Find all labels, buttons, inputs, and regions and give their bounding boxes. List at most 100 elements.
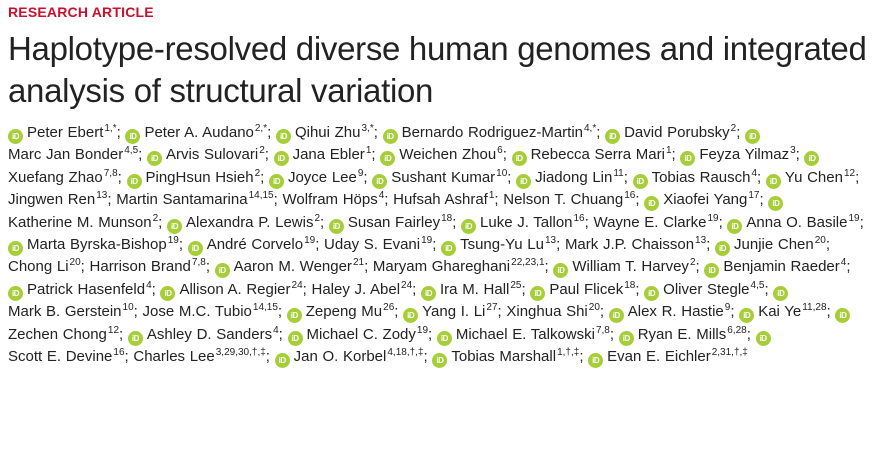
orcid-icon[interactable]: iD bbox=[126, 173, 142, 189]
orcid-icon[interactable]: iD bbox=[127, 330, 143, 346]
author-name[interactable]: Sushant Kumar bbox=[391, 168, 496, 186]
author-name[interactable]: Peter Ebert bbox=[27, 124, 104, 141]
author-name[interactable]: Harrison Brand bbox=[89, 258, 191, 276]
orcid-icon[interactable]: iD bbox=[403, 308, 419, 324]
author-name[interactable]: Jose M.C. Tubio bbox=[142, 303, 252, 321]
orcid-icon[interactable]: iD bbox=[644, 285, 660, 301]
orcid-icon[interactable]: iD bbox=[530, 285, 546, 301]
author-name[interactable]: Bernardo Rodriguez-Martin bbox=[401, 124, 583, 141]
orcid-icon[interactable]: iD bbox=[516, 173, 532, 189]
orcid-icon[interactable]: iD bbox=[274, 353, 290, 369]
orcid-icon[interactable]: iD bbox=[8, 129, 23, 144]
author-name[interactable]: Benjamin Raeder bbox=[723, 258, 840, 276]
author-name[interactable]: Oliver Stegle bbox=[663, 280, 750, 298]
author-name[interactable]: Joyce Lee bbox=[287, 168, 357, 186]
orcid-icon[interactable]: iD bbox=[727, 218, 743, 234]
author-name[interactable]: Jiadong Lin bbox=[535, 168, 613, 186]
orcid-icon[interactable]: iD bbox=[214, 263, 230, 279]
orcid-icon[interactable]: iD bbox=[553, 263, 569, 279]
author-name[interactable]: Yu Chen bbox=[784, 168, 843, 186]
author-name[interactable]: Chong Li bbox=[8, 258, 69, 276]
author-name[interactable]: Junjie Chen bbox=[734, 236, 814, 254]
orcid-icon[interactable]: iD bbox=[421, 285, 437, 301]
author-name[interactable]: Michael E. Talkowski bbox=[455, 325, 595, 343]
orcid-icon[interactable]: iD bbox=[632, 173, 648, 189]
author-name[interactable]: Peter A. Audano bbox=[144, 124, 254, 141]
orcid-icon[interactable]: iD bbox=[441, 241, 457, 257]
orcid-icon[interactable]: iD bbox=[187, 241, 203, 257]
orcid-icon[interactable]: iD bbox=[715, 241, 731, 257]
author-name[interactable]: Martin Santamarina bbox=[116, 191, 248, 209]
author-name[interactable]: Xinghua Shi bbox=[506, 303, 588, 321]
author-name[interactable]: David Porubsky bbox=[624, 124, 730, 141]
author-name[interactable]: Luke J. Tallon bbox=[480, 213, 573, 231]
orcid-icon[interactable]: iD bbox=[704, 263, 720, 279]
orcid-icon[interactable]: iD bbox=[739, 308, 755, 324]
author-name[interactable]: Arvis Sulovari bbox=[165, 146, 259, 164]
author-name[interactable]: Qihui Zhu bbox=[294, 124, 361, 141]
orcid-icon[interactable]: iD bbox=[461, 218, 477, 234]
orcid-icon[interactable]: iD bbox=[755, 330, 771, 346]
author-name[interactable]: Nelson T. Chuang bbox=[503, 191, 624, 209]
orcid-icon[interactable]: iD bbox=[372, 173, 388, 189]
orcid-icon[interactable]: iD bbox=[511, 151, 527, 167]
author-name[interactable]: Yang I. Li bbox=[422, 303, 486, 321]
orcid-icon[interactable]: iD bbox=[804, 151, 820, 167]
orcid-icon[interactable]: iD bbox=[765, 173, 781, 189]
author-name[interactable]: Xuefang Zhao bbox=[8, 168, 103, 186]
orcid-icon[interactable]: iD bbox=[268, 173, 284, 189]
author-name[interactable]: Charles Lee bbox=[133, 348, 215, 366]
author-name[interactable]: Ashley D. Sanders bbox=[146, 325, 273, 343]
orcid-icon[interactable]: iD bbox=[273, 151, 289, 167]
author-name[interactable]: Zechen Chong bbox=[8, 325, 107, 343]
author-name[interactable]: Tsung-Yu Lu bbox=[460, 236, 544, 254]
author-name[interactable]: Haley J. Abel bbox=[311, 280, 401, 298]
orcid-icon[interactable]: iD bbox=[8, 241, 23, 257]
orcid-icon[interactable]: iD bbox=[768, 196, 784, 212]
author-name[interactable]: Mark B. Gerstein bbox=[8, 303, 122, 321]
orcid-icon[interactable]: iD bbox=[382, 129, 398, 144]
author-name[interactable]: Susan Fairley bbox=[347, 213, 441, 231]
author-name[interactable]: Kai Ye bbox=[758, 303, 802, 321]
author-name[interactable]: Katherine M. Munson bbox=[8, 213, 152, 231]
author-name[interactable]: Alexandra P. Lewis bbox=[185, 213, 314, 231]
orcid-icon[interactable]: iD bbox=[605, 129, 621, 144]
author-name[interactable]: Evan E. Eichler bbox=[607, 348, 711, 366]
author-name[interactable]: Scott E. Devine bbox=[8, 348, 113, 366]
orcid-icon[interactable]: iD bbox=[432, 353, 448, 369]
author-name[interactable]: Jingwen Ren bbox=[8, 191, 96, 209]
orcid-icon[interactable]: iD bbox=[160, 285, 176, 301]
author-name[interactable]: Michael C. Zody bbox=[306, 325, 416, 343]
author-name[interactable]: Aaron M. Wenger bbox=[233, 258, 352, 276]
author-name[interactable]: Tobias Rausch bbox=[651, 168, 751, 186]
orcid-icon[interactable]: iD bbox=[287, 330, 303, 346]
author-name[interactable]: Wolfram Höps bbox=[282, 191, 378, 209]
author-name[interactable]: Allison A. Regier bbox=[179, 280, 291, 298]
author-name[interactable]: Hufsah Ashraf bbox=[393, 191, 488, 209]
author-name[interactable]: André Corvelo bbox=[206, 236, 304, 254]
orcid-icon[interactable]: iD bbox=[618, 330, 634, 346]
author-name[interactable]: Xiaofei Yang bbox=[663, 191, 748, 209]
author-name[interactable]: Mark J.P. Chaisson bbox=[564, 236, 695, 254]
author-name[interactable]: Wayne E. Clarke bbox=[593, 213, 707, 231]
author-name[interactable]: Marta Byrska-Bishop bbox=[27, 236, 167, 254]
author-name[interactable]: Jan O. Korbel bbox=[293, 348, 387, 366]
author-name[interactable]: Weichen Zhou bbox=[399, 146, 497, 164]
orcid-icon[interactable]: iD bbox=[125, 129, 141, 144]
author-name[interactable]: Tobias Marshall bbox=[451, 348, 557, 366]
orcid-icon[interactable]: iD bbox=[680, 151, 696, 167]
orcid-icon[interactable]: iD bbox=[146, 151, 162, 167]
author-name[interactable]: Feyza Yilmaz bbox=[699, 146, 790, 164]
author-name[interactable]: PingHsun Hsieh bbox=[145, 168, 254, 186]
author-name[interactable]: Rebecca Serra Mari bbox=[530, 146, 665, 164]
author-name[interactable]: Maryam Ghareghani bbox=[372, 258, 511, 276]
orcid-icon[interactable]: iD bbox=[380, 151, 396, 167]
orcid-icon[interactable]: iD bbox=[286, 308, 302, 324]
author-name[interactable]: William T. Harvey bbox=[572, 258, 689, 276]
author-name[interactable]: Ryan E. Mills bbox=[637, 325, 727, 343]
orcid-icon[interactable]: iD bbox=[773, 285, 789, 301]
orcid-icon[interactable]: iD bbox=[436, 330, 452, 346]
orcid-icon[interactable]: iD bbox=[8, 285, 23, 301]
orcid-icon[interactable]: iD bbox=[835, 308, 851, 324]
author-name[interactable]: Jana Ebler bbox=[292, 146, 365, 164]
